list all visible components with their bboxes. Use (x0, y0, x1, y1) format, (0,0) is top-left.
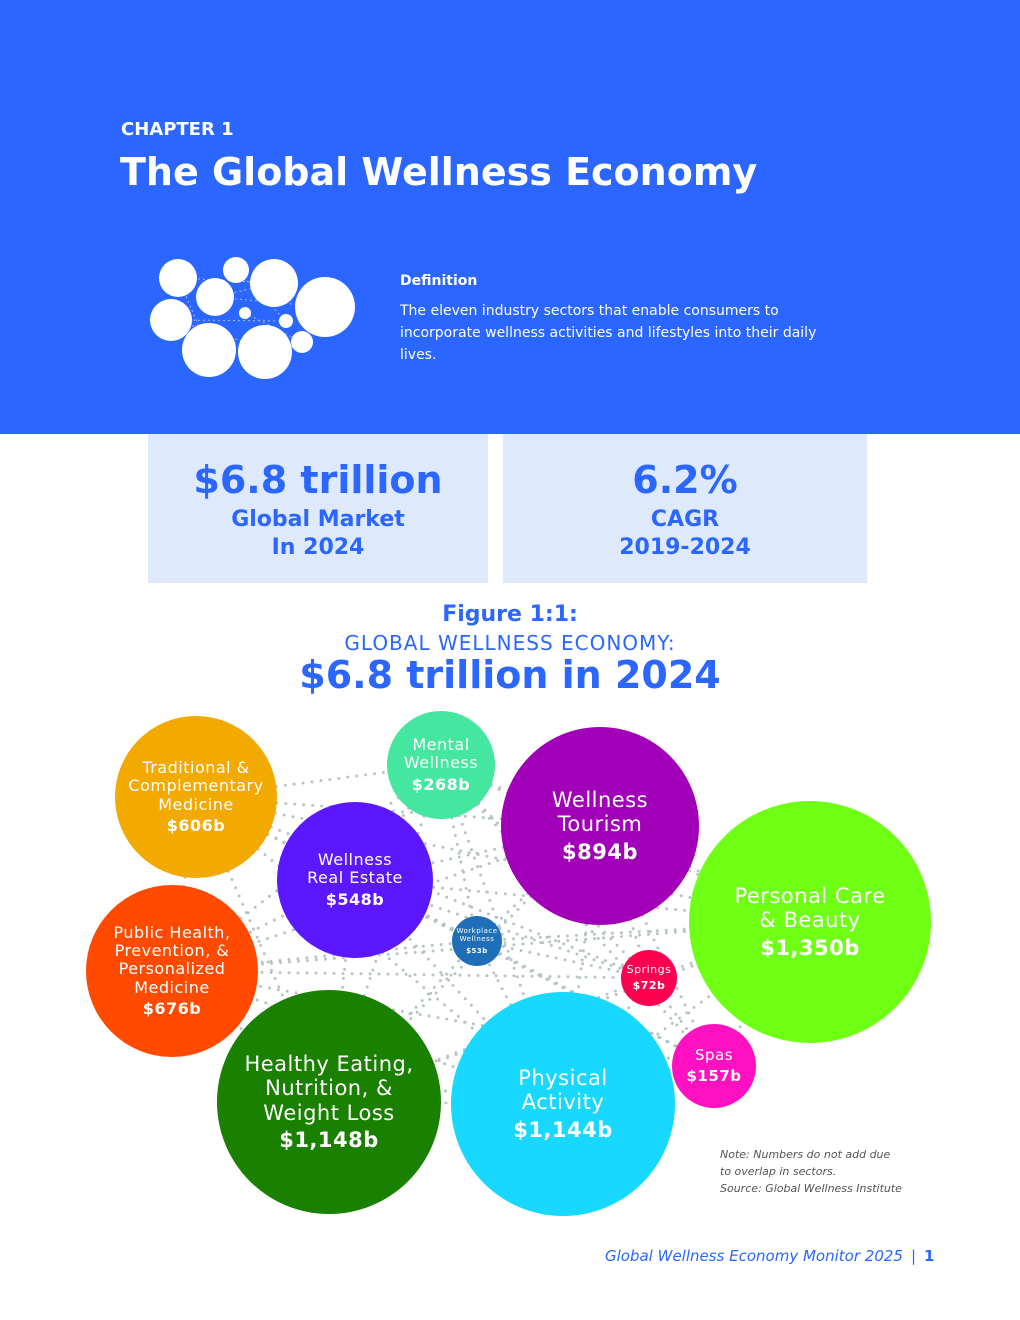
stat-card-global-market: $6.8 trillion Global Market In 2024 (148, 434, 488, 583)
sector-value: $894b (562, 839, 638, 864)
chart-note: Note: Numbers do not add due to overlap … (720, 1146, 902, 1197)
sector-name: Activity (521, 1090, 605, 1115)
sector-bubble: Physical Activity $1,144b (451, 992, 675, 1216)
sector-name: Wellness (317, 849, 393, 869)
sector-name: Traditional & (142, 757, 250, 777)
stat-label: CAGR (650, 507, 720, 532)
stat-card-cagr: 6.2% CAGR 2019-2024 (503, 434, 867, 583)
stat-label: 2019-2024 (619, 535, 751, 560)
source-line: Source: Global Wellness Institute (720, 1182, 902, 1195)
sector-bubble: Personal Care & Beauty $1,350b (689, 801, 931, 1043)
sector-name: Personal Care (734, 884, 886, 909)
connector-dots (170, 939, 479, 973)
sector-name: Physical (518, 1066, 608, 1091)
sector-bubble: Public Health, Prevention, & Personalized M… (86, 885, 258, 1057)
stat-label: Global Market (231, 507, 405, 532)
sector-bubble: Wellness Real Estate $548b (277, 802, 433, 958)
sector-name: Mental (412, 734, 470, 754)
sector-bubble: Wellness Tourism $894b (501, 727, 699, 925)
sector-name: Workplace (456, 927, 498, 936)
sector-value: $548b (325, 889, 385, 909)
wellness-bubbles-logo-icon (150, 257, 355, 379)
figure-number: Figure 1:1: (442, 602, 578, 627)
sector-bubble: Springs $72b (621, 950, 677, 1006)
sector-name: Prevention, & (114, 940, 230, 960)
sector-name: Springs (626, 962, 672, 976)
sector-value: $676b (142, 999, 202, 1019)
sector-value: $268b (411, 774, 471, 794)
sector-name: Tourism (557, 812, 643, 837)
sector-name: Healthy Eating, (244, 1052, 414, 1077)
chapter-label: CHAPTER 1 (121, 119, 234, 140)
connector-dots (439, 763, 565, 1106)
sector-name: Complementary (128, 776, 264, 796)
sector-bubble: Healthy Eating, Nutrition, & Weight Loss $1… (217, 990, 441, 1214)
connector-dots (561, 920, 812, 1106)
page-number: 1 (924, 1247, 935, 1265)
sector-name: & Beauty (759, 908, 861, 933)
sector-name: Wellness (551, 788, 649, 813)
connector-dots (170, 969, 651, 980)
chapter-header: CHAPTER 1 The Global Wellness Economy De… (0, 0, 1020, 434)
connector-dots (439, 763, 479, 943)
sector-name: Medicine (134, 977, 210, 997)
sector-name: Wellness (459, 935, 495, 944)
sector-name: Real Estate (307, 868, 403, 888)
stat-label: In 2024 (271, 535, 365, 560)
sector-bubble: Workplace Wellness $53b (452, 916, 502, 966)
sector-name: Nutrition, & (265, 1076, 393, 1101)
sector-value: $72b (632, 978, 666, 992)
sector-value: $1,144b (513, 1117, 613, 1142)
sector-bubble: Mental Wellness $268b (387, 711, 495, 819)
sector-value: $1,350b (760, 935, 860, 960)
sector-name: Weight Loss (263, 1100, 395, 1125)
note-line: Note: Numbers do not add due (720, 1148, 891, 1161)
sector-name: Wellness (403, 753, 479, 773)
figure-headline: $6.8 trillion in 2024 (299, 653, 721, 697)
note-line: to overlap in sectors. (720, 1165, 837, 1178)
sector-name: Medicine (158, 794, 234, 814)
sector-value: $606b (166, 815, 226, 835)
sector-name: Personalized (118, 959, 226, 979)
sector-bubble: Traditional & Complementary Medicine $606b (115, 716, 277, 878)
definition-heading: Definition (400, 273, 478, 289)
connector-dots (353, 824, 602, 882)
page-footer: Global Wellness Economy Monitor 2025 | 1 (605, 1247, 935, 1265)
connector-dots (475, 920, 812, 943)
sector-value: $53b (466, 946, 488, 955)
page-title: The Global Wellness Economy (120, 150, 758, 194)
connector-dots (353, 878, 565, 1106)
sector-name: Public Health, (113, 922, 231, 942)
publication-title: Global Wellness Economy Monitor 2025 (605, 1247, 903, 1265)
definition-text: The eleven industry sectors that enable … (400, 303, 817, 363)
sector-value: $1,148b (279, 1127, 379, 1152)
sector-value: $157b (686, 1066, 742, 1085)
stat-value: 6.2% (632, 458, 738, 502)
stat-value: $6.8 trillion (193, 458, 443, 502)
figure-subtitle: GLOBAL WELLNESS ECONOMY: (344, 631, 676, 655)
connector-dots (327, 1100, 565, 1106)
sector-name: Spas (694, 1046, 734, 1065)
sector-bubble: Spas $157b (672, 1024, 756, 1108)
